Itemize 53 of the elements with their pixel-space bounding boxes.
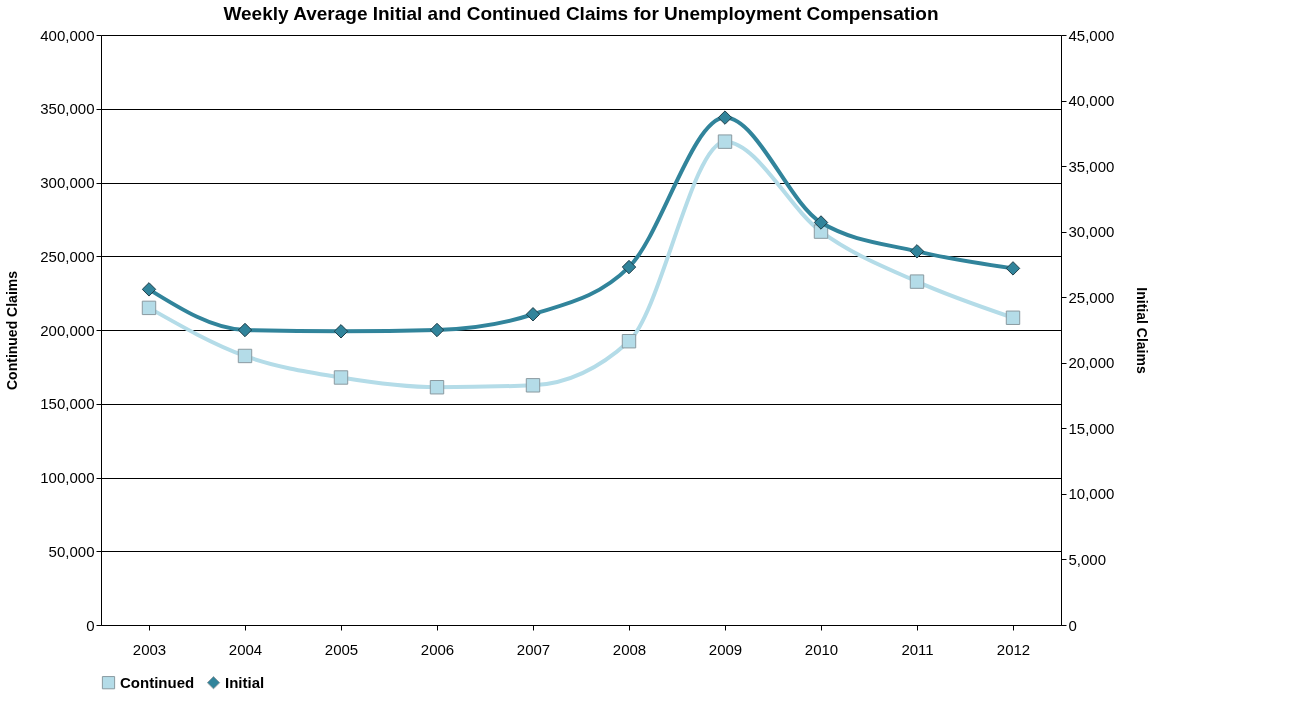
y2-axis-title: Initial Claims [1134, 287, 1151, 374]
x-tick-label: 2009 [708, 640, 743, 658]
point [621, 334, 637, 349]
point [621, 259, 637, 275]
point [525, 378, 541, 393]
point [717, 134, 733, 149]
x-tick-label: 2008 [612, 640, 647, 658]
point [525, 307, 541, 322]
y-tick-label: 350,000 [40, 100, 95, 118]
y-tick-label: 400,000 [40, 26, 95, 44]
y-tick-label: 100,000 [40, 469, 95, 486]
point [333, 370, 349, 385]
y2-tick-label: 40,000 [1068, 92, 1115, 110]
point [909, 274, 925, 289]
y-tick-label: 300,000 [40, 174, 95, 191]
legend-label: Continued [120, 673, 195, 691]
y-tick-label: 150,000 [40, 395, 95, 413]
x-tick-label: 2010 [804, 640, 839, 658]
y2-tick-label: 5,000 [1068, 550, 1107, 568]
point [333, 324, 349, 339]
point [237, 322, 253, 338]
chart-title: Weekly Average Initial and Continued Claims for Unemployment Compensation [223, 3, 939, 24]
x-tick-label: 2004 [228, 640, 263, 658]
y2-tick-label: 0 [1068, 616, 1077, 634]
x-tick-label: 2011 [901, 640, 934, 658]
point [1005, 261, 1021, 276]
y-tick-label: 50,000 [48, 542, 95, 560]
y-tick-label: 250,000 [40, 247, 95, 265]
y2-tick-label: 25,000 [1068, 288, 1115, 306]
point [429, 322, 445, 338]
x-tick-label: 2006 [420, 640, 455, 658]
x-tick-label: 2003 [132, 640, 167, 658]
y-tick-label: 0 [86, 616, 95, 634]
y-axis-title: Continued Claims [4, 270, 21, 391]
point [909, 244, 925, 259]
point [813, 215, 829, 230]
point [237, 348, 253, 364]
point [717, 110, 733, 125]
y2-tick-label: 45,000 [1068, 26, 1115, 44]
y2-tick-label: 30,000 [1068, 223, 1115, 241]
x-tick-label: 2007 [516, 640, 551, 658]
legend-label: Initial [225, 673, 265, 691]
point [1005, 310, 1021, 325]
point [141, 282, 157, 297]
y2-tick-label: 35,000 [1068, 157, 1115, 175]
x-tick-label: 2005 [324, 640, 359, 658]
y-tick-label: 200,000 [40, 321, 95, 339]
y2-tick-label: 10,000 [1068, 485, 1115, 503]
point [141, 300, 157, 316]
x-tick-label: 2012 [996, 640, 1031, 658]
point [429, 380, 445, 395]
y2-tick-label: 20,000 [1068, 354, 1115, 372]
y2-tick-label: 15,000 [1068, 419, 1115, 437]
